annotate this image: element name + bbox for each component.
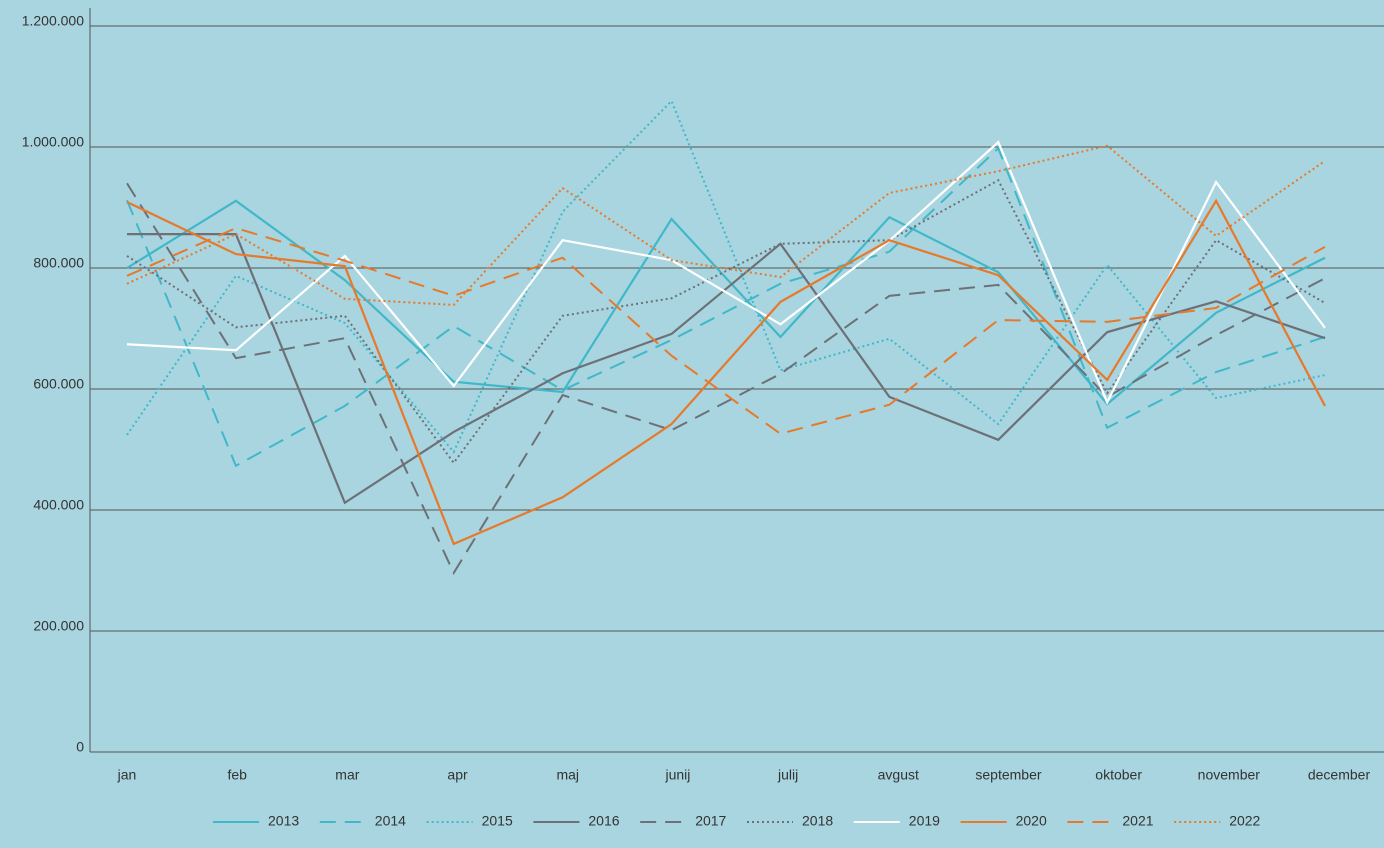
y-tick-label: 1.200.000 bbox=[22, 13, 84, 29]
x-tick-label: avgust bbox=[878, 767, 919, 783]
series-line bbox=[127, 233, 1326, 505]
legend-label: 2017 bbox=[695, 813, 726, 829]
legend-label: 2018 bbox=[802, 813, 833, 829]
legend-label: 2014 bbox=[375, 813, 406, 829]
x-tick-label: julij bbox=[777, 767, 798, 783]
y-tick-label: 400.000 bbox=[33, 497, 84, 513]
y-tick-label: 600.000 bbox=[33, 376, 84, 392]
legend-label: 2022 bbox=[1229, 813, 1260, 829]
series-line bbox=[126, 227, 1326, 435]
legend-label: 2019 bbox=[909, 813, 940, 829]
x-tick-label: oktober bbox=[1095, 767, 1142, 783]
x-tick-label: apr bbox=[447, 767, 468, 783]
x-tick-label: november bbox=[1198, 767, 1261, 783]
y-tick-label: 800.000 bbox=[33, 255, 84, 271]
series-line bbox=[126, 144, 1326, 306]
y-tick-label: 200.000 bbox=[33, 618, 84, 634]
series-line bbox=[126, 99, 1326, 454]
series-line bbox=[126, 199, 1326, 406]
x-tick-label: junij bbox=[664, 767, 690, 783]
series-line bbox=[126, 182, 1326, 576]
series-line bbox=[126, 198, 1326, 546]
legend-label: 2016 bbox=[588, 813, 619, 829]
x-tick-label: feb bbox=[227, 767, 247, 783]
legend-label: 2020 bbox=[1016, 813, 1047, 829]
legend-label: 2021 bbox=[1122, 813, 1153, 829]
x-tick-label: mar bbox=[335, 767, 359, 783]
legend-label: 2013 bbox=[268, 813, 299, 829]
x-tick-label: jan bbox=[117, 767, 137, 783]
x-tick-label: december bbox=[1308, 767, 1371, 783]
y-tick-label: 0 bbox=[76, 739, 84, 755]
x-tick-label: maj bbox=[556, 767, 579, 783]
x-tick-label: september bbox=[975, 767, 1041, 783]
series-line bbox=[126, 140, 1326, 405]
legend-label: 2015 bbox=[482, 813, 513, 829]
series-line bbox=[126, 146, 1326, 468]
y-tick-label: 1.000.000 bbox=[22, 134, 84, 150]
